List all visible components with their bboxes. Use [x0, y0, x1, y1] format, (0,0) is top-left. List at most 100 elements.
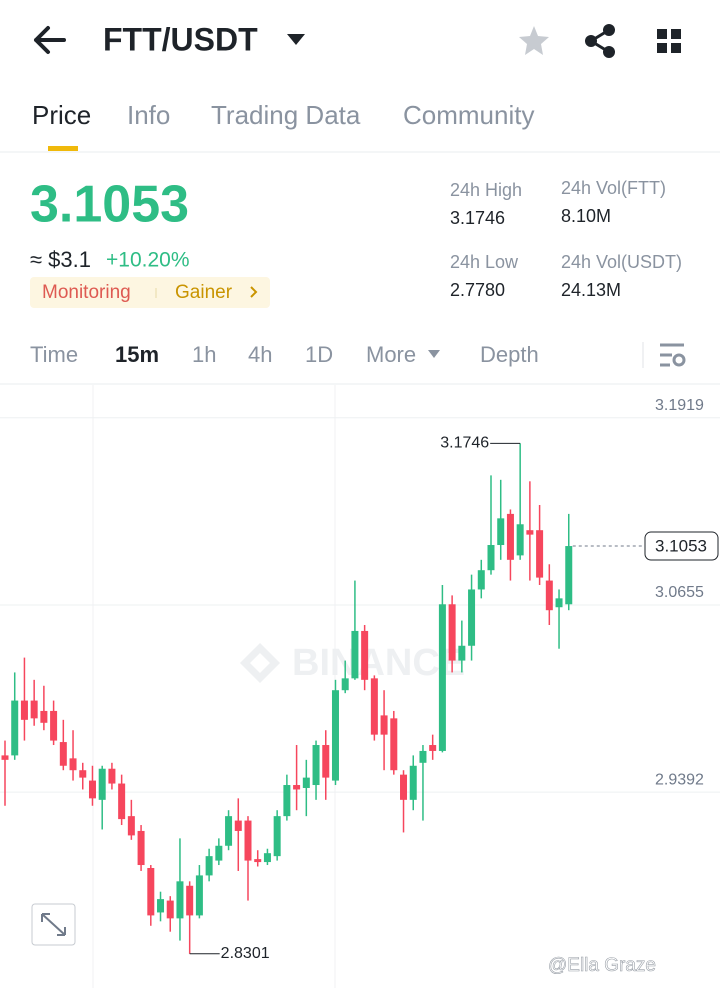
interval[interactable]: Time: [30, 342, 78, 367]
candle-body: [118, 783, 126, 820]
candle-body: [225, 816, 233, 846]
candle-body: [157, 899, 165, 913]
candle-body: [69, 758, 77, 771]
tag[interactable]: Monitoring: [42, 282, 131, 303]
pair-dropdown[interactable]: [287, 34, 305, 45]
stat-label: 24h Vol(FTT): [561, 178, 666, 198]
candle-body: [40, 710, 48, 723]
candle-body: [341, 678, 349, 691]
share-icon[interactable]: [585, 24, 615, 58]
candle-body: [380, 715, 388, 735]
last-price-box: [644, 531, 719, 561]
candle-body: [526, 530, 534, 535]
candle-body: [419, 750, 427, 763]
interval[interactable]: 4h: [248, 342, 272, 367]
candle-body: [137, 830, 145, 866]
candle-body: [565, 546, 573, 605]
last-price: 3.1053: [30, 176, 189, 234]
tab[interactable]: Info: [127, 100, 170, 130]
candlestick-chart: 3.1919 3.0655 2.9392 3.1746 2.8301 3.1053: [0, 397, 720, 962]
candle-body: [409, 765, 417, 800]
stat-label: 24h Low: [450, 252, 519, 272]
candle-body: [244, 820, 252, 861]
stat-value: 2.7780: [450, 280, 505, 300]
tag-bar[interactable]: [30, 277, 270, 308]
candle-body: [176, 881, 184, 919]
interval[interactable]: 15m: [115, 342, 159, 367]
back-button[interactable]: [34, 26, 66, 54]
candle-body: [370, 678, 378, 735]
candle-body: [98, 768, 106, 800]
candle-body: [468, 589, 476, 646]
interval[interactable]: 1D: [305, 342, 333, 367]
favorite-icon[interactable]: [519, 26, 549, 55]
candle-body: [108, 768, 116, 784]
candle-body: [516, 524, 524, 556]
candle-body: [536, 530, 544, 578]
pair-title[interactable]: FTT/USDT: [103, 21, 258, 57]
candle-body: [448, 604, 456, 661]
candle-body: [400, 774, 408, 800]
stat-label: 24h High: [450, 180, 522, 200]
tag[interactable]: Gainer: [175, 282, 233, 303]
candle-body: [283, 785, 291, 817]
candle-body: [506, 513, 514, 560]
watermark-text: BINANCE: [292, 642, 465, 684]
candle-body: [273, 816, 281, 857]
chart-settings[interactable]: [660, 343, 686, 367]
candle-body: [1, 755, 9, 760]
candle-body: [127, 816, 135, 836]
interval[interactable]: 1h: [192, 342, 216, 367]
candle-body: [166, 900, 174, 919]
interval[interactable]: More: [366, 342, 416, 367]
candle-body: [263, 853, 271, 863]
credit: @Ella Graze: [548, 955, 656, 976]
candle-body: [79, 770, 87, 778]
low-label: 2.8301: [221, 945, 270, 962]
candle-body: [30, 700, 38, 719]
y-tick-label: 3.0655: [655, 584, 704, 601]
candle-body: [545, 580, 553, 611]
tab[interactable]: Trading Data: [211, 100, 361, 130]
candle-body: [429, 745, 437, 751]
candle-body: [205, 856, 213, 876]
candle-body: [234, 820, 242, 831]
more-dropdown[interactable]: [428, 350, 440, 358]
candle-body: [254, 859, 262, 863]
tab[interactable]: Community: [403, 100, 534, 130]
candle-body: [147, 867, 155, 916]
candle-body: [390, 718, 398, 771]
candle-body: [186, 885, 194, 916]
candle-body: [50, 710, 58, 741]
candle-body: [361, 630, 369, 680]
y-tick-label: 3.1919: [655, 397, 704, 414]
candle-body: [331, 690, 339, 781]
tab-indicator: [48, 146, 78, 151]
candle-body: [215, 845, 223, 861]
candle-body: [497, 518, 505, 546]
menu-icon[interactable]: [657, 29, 681, 53]
interval[interactable]: Depth: [480, 342, 539, 367]
candle-body: [351, 630, 359, 679]
candle-body: [20, 700, 28, 720]
fullscreen-button[interactable]: [31, 903, 76, 946]
fiat-price: ≈ $3.1: [30, 247, 91, 272]
stat-label: 24h Vol(USDT): [561, 252, 682, 272]
candle-body: [477, 570, 485, 590]
high-label: 3.1746: [440, 435, 489, 452]
candle-body: [59, 742, 67, 766]
candle-body: [195, 875, 203, 916]
stat-value: 24.13M: [561, 280, 621, 300]
watermark: BINANCE: [240, 642, 465, 684]
candle-body: [11, 700, 19, 756]
last-price-label: 3.1053: [655, 537, 707, 556]
price-change: +10.20%: [106, 249, 190, 272]
stat-value: 8.10M: [561, 206, 611, 226]
tab[interactable]: Price: [32, 100, 91, 130]
stat-value: 3.1746: [450, 208, 505, 228]
candle-body: [458, 645, 466, 661]
candle-body: [555, 598, 563, 608]
candle-body: [293, 785, 301, 790]
